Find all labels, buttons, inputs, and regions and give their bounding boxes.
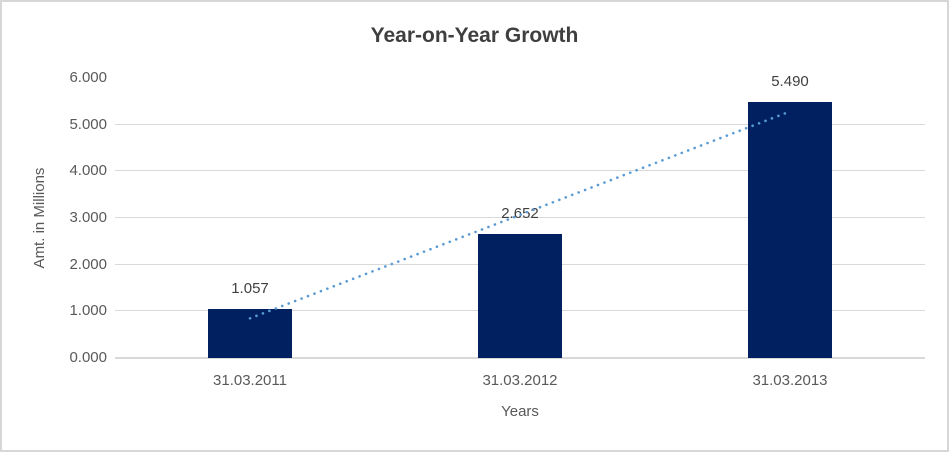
- x-axis-title: Years: [501, 403, 539, 420]
- data-label: 2.652: [501, 205, 539, 223]
- y-tick-label: 0.000: [69, 349, 107, 366]
- y-tick-label: 4.000: [69, 162, 107, 180]
- data-label: 5.490: [771, 72, 809, 90]
- y-tick-label: 1.000: [69, 302, 107, 320]
- y-tick-label: 6.000: [69, 69, 107, 86]
- bar-31.03.2012: [478, 234, 562, 358]
- y-tick-label: 5.000: [69, 115, 107, 133]
- x-tick-label: 31.03.2013: [752, 372, 828, 389]
- y-tick-label: 2.000: [69, 255, 107, 273]
- bar-31.03.2011: [208, 308, 292, 358]
- x-tick-label: 31.03.2011: [213, 372, 287, 389]
- chart-title: Year-on-Year Growth: [370, 24, 579, 47]
- data-label: 1.057: [231, 279, 269, 297]
- plot-area: 1.057 2.652 5.490: [115, 73, 925, 359]
- x-tick-label: 31.03.2012: [482, 372, 558, 389]
- bar-31.03.2013: [748, 101, 832, 358]
- y-tick-label: 3.000: [69, 209, 107, 226]
